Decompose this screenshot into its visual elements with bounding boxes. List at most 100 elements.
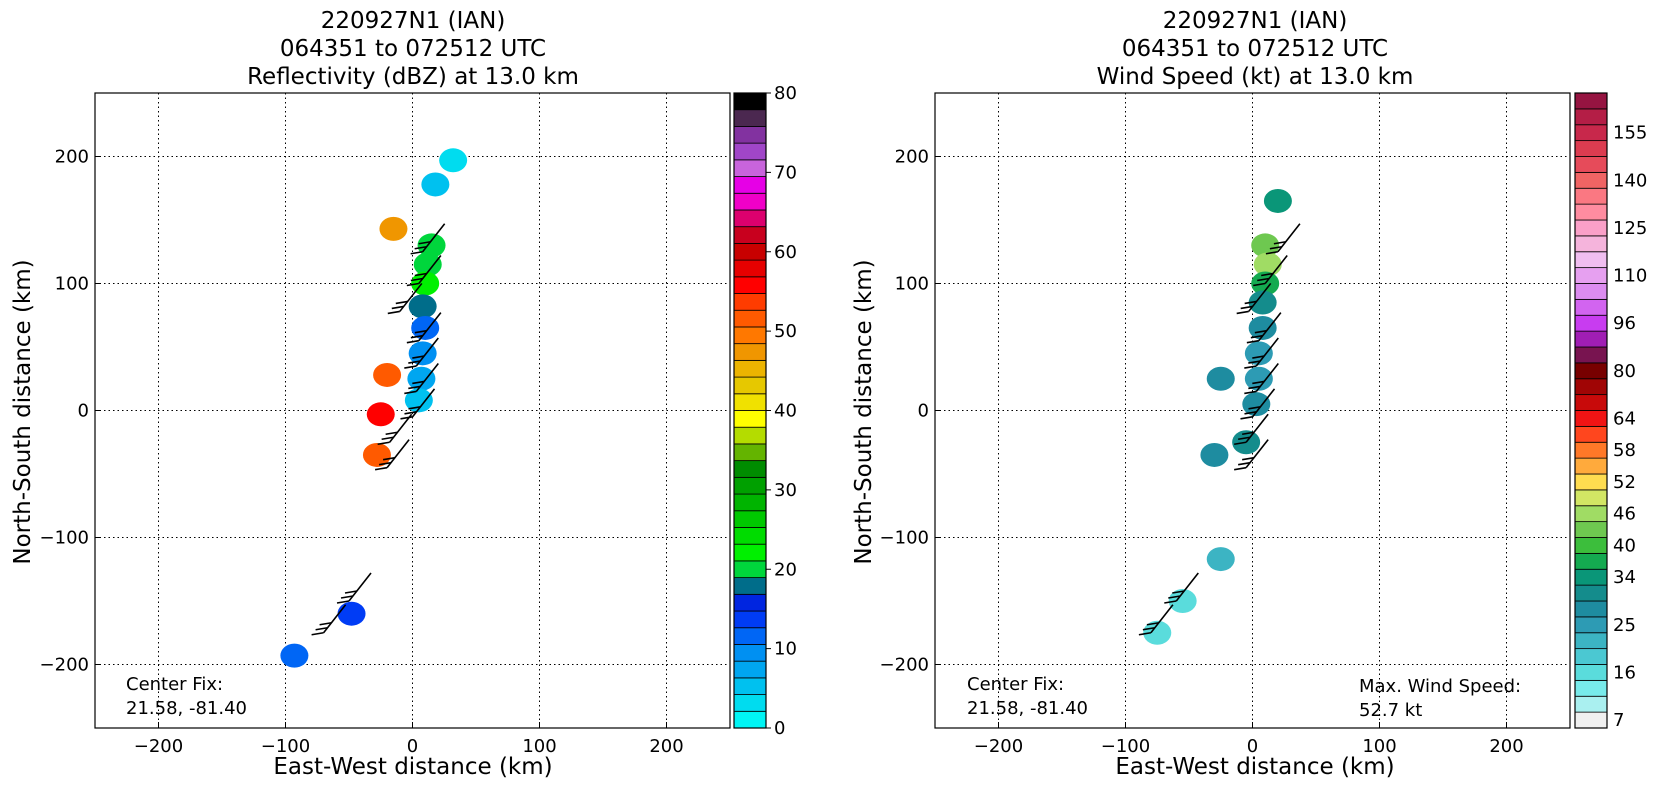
panel-title-line-1: 220927N1 (IAN): [1163, 8, 1348, 34]
colorbar-bin: [733, 209, 767, 228]
panel-title-line-1: 220927N1 (IAN): [321, 8, 506, 34]
y-tick-label: −100: [40, 528, 89, 549]
colorbar-tick-label: 125: [1613, 218, 1647, 239]
colorbar-bin: [733, 343, 767, 361]
wind-barb: [400, 388, 436, 420]
colorbar-bin: [733, 510, 767, 528]
colorbar-tick-label: 46: [1613, 504, 1636, 525]
colorbar-bin: [733, 326, 767, 345]
wind-speed-panel: 220927N1 (IAN) 064351 to 072512 UTC Wind…: [851, 8, 1647, 780]
colorbar-bin: [1574, 267, 1608, 284]
swath-cell: [1248, 315, 1277, 340]
colorbar-bin: [1574, 410, 1608, 427]
y-tick-label: −200: [40, 655, 89, 676]
x-tick-label: 200: [1489, 736, 1523, 757]
colorbar-bin: [1574, 298, 1608, 316]
colorbar-bin: [733, 493, 767, 512]
reflectivity-panel: 220927N1 (IAN) 064351 to 072512 UTC Refl…: [10, 8, 797, 780]
colorbar-bin: [1574, 679, 1608, 697]
x-tick-label: −100: [261, 736, 310, 757]
colorbar-bin: [733, 293, 767, 311]
colorbar-bin: [1574, 711, 1608, 729]
x-tick-label: 0: [1247, 736, 1258, 757]
swath-cell: [421, 172, 450, 197]
colorbar-bin: [1574, 187, 1608, 205]
swath-cell: [1242, 392, 1271, 417]
wind-barb: [374, 439, 410, 471]
y-tick-label: 200: [55, 147, 89, 168]
colorbar-bin: [1574, 616, 1608, 634]
center-fix-value: 21.58, -81.40: [967, 698, 1088, 719]
swath-cell: [411, 271, 440, 296]
wind-barb: [404, 362, 439, 395]
colorbar-bin: [1574, 203, 1608, 221]
colorbar-bin: [733, 359, 767, 378]
x-tick-label: −100: [1101, 736, 1150, 757]
wind-speed-colorbar: 7 16 25 34 40 46 52 58 64 80 96 110 125 140 155: [1574, 92, 1647, 731]
swath-cell: [280, 643, 309, 668]
colorbar-bin: [733, 610, 767, 629]
swath-cell: [1248, 290, 1277, 315]
y-axis-label: North-South distance (km): [851, 259, 877, 564]
wind-barb: [1265, 223, 1301, 255]
colorbar-bin: [733, 276, 767, 294]
swath-cell: [1244, 366, 1273, 391]
colorbar-bin: [1574, 600, 1608, 618]
colorbar-tick-label: 50: [774, 321, 797, 342]
wind-barb: [410, 223, 446, 255]
colorbar-bin: [733, 92, 767, 111]
colorbar-bin: [733, 694, 767, 712]
swath-cell: [1206, 366, 1235, 391]
colorbar-bin: [733, 560, 767, 579]
y-tick-label: 0: [918, 401, 929, 422]
swath-cell: [408, 341, 437, 366]
colorbar-bin: [733, 527, 767, 545]
wind-barb: [1236, 282, 1272, 315]
wind-barb: [1164, 572, 1199, 604]
colorbar-bin: [733, 242, 767, 261]
colorbar-bin: [733, 192, 767, 211]
x-tick-label: 0: [407, 736, 418, 757]
panel-title-line-3: Reflectivity (dBZ) at 13.0 km: [247, 64, 579, 90]
colorbar-tick-label: 58: [1613, 440, 1636, 461]
wind-barb: [1234, 439, 1269, 471]
swath-cell: [1200, 442, 1229, 467]
colorbar-bin: [733, 259, 767, 278]
colorbar-bin: [733, 593, 767, 612]
colorbar-bin: [1574, 648, 1608, 665]
wind-barb: [404, 337, 439, 369]
x-tick-label: −200: [134, 736, 183, 757]
panel-title-line-2: 064351 to 072512 UTC: [1122, 36, 1388, 62]
wind-barb: [1240, 388, 1276, 420]
swath-cell: [1206, 547, 1235, 572]
colorbar-bin: [1574, 425, 1608, 443]
colorbar-bin: [1574, 283, 1608, 300]
swath-cell: [362, 442, 391, 467]
x-axis-label: East-West distance (km): [273, 754, 552, 780]
colorbar-tick-label: 40: [774, 401, 797, 422]
colorbar-bin: [1574, 330, 1608, 348]
y-tick-label: 200: [895, 147, 929, 168]
colorbar-bin: [1574, 537, 1608, 554]
colorbar-bin: [1574, 664, 1608, 681]
colorbar-tick-label: 30: [774, 480, 797, 501]
swath-cell: [379, 216, 408, 241]
swath-cell: [1251, 233, 1280, 258]
wind-barb: [1244, 337, 1279, 369]
colorbar-bin: [733, 460, 767, 478]
colorbar-bin: [1574, 521, 1608, 538]
colorbar-bin: [1574, 140, 1608, 157]
swath-cell: [417, 233, 446, 258]
colorbar-bin: [733, 126, 767, 144]
colorbar-tick-label: 16: [1613, 662, 1636, 683]
colorbar-bin: [733, 644, 767, 662]
wind-barb: [1138, 604, 1174, 636]
wind-barb: [406, 255, 442, 287]
colorbar-bin: [733, 142, 767, 161]
wind-barb: [1246, 312, 1282, 344]
colorbar-tick-label: 60: [774, 242, 797, 263]
colorbar-tick-label: 25: [1613, 615, 1636, 636]
colorbar-bin: [1574, 362, 1608, 380]
colorbar-bin: [733, 226, 767, 244]
